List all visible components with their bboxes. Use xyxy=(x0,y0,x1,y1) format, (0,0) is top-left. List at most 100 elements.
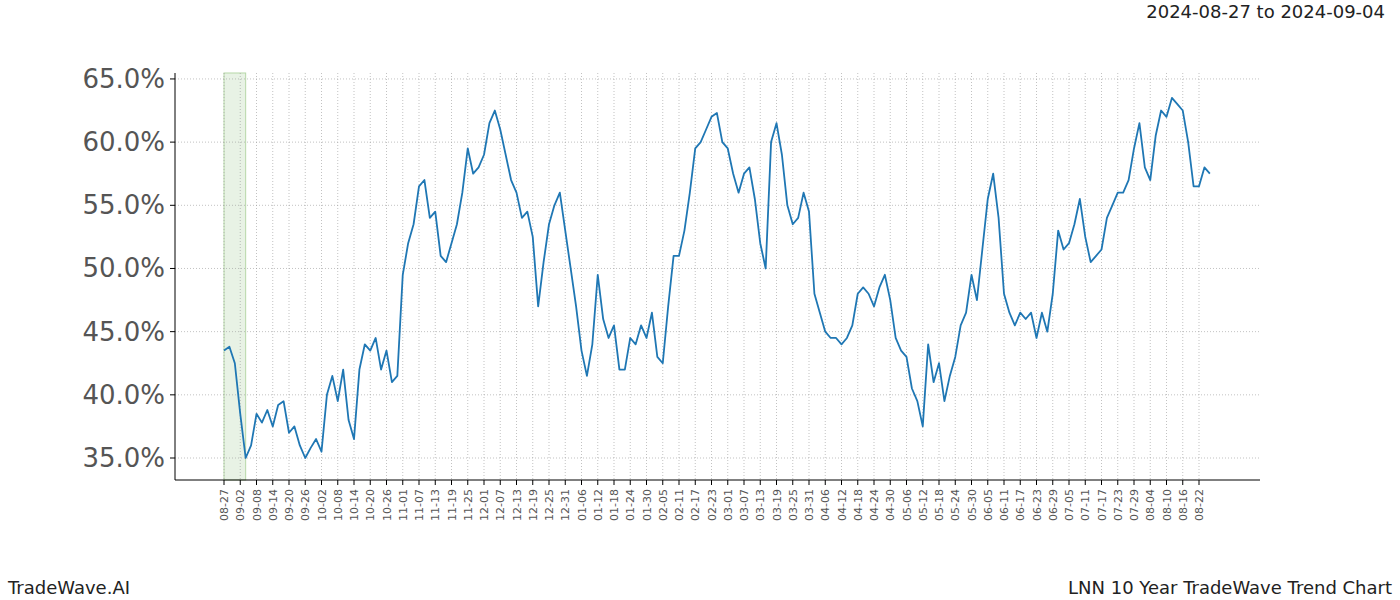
tick-mark xyxy=(337,480,338,485)
grid-line xyxy=(1199,73,1200,480)
tick-mark xyxy=(170,268,175,269)
grid-line xyxy=(874,73,875,480)
grid-line xyxy=(646,73,647,480)
grid-line xyxy=(1166,73,1167,480)
x-tick-label: 06-17 xyxy=(1014,489,1027,521)
grid-line xyxy=(1134,73,1135,480)
tick-mark xyxy=(402,480,403,485)
grid-line xyxy=(289,73,290,480)
tick-mark xyxy=(841,480,842,485)
y-tick-label: 60.0% xyxy=(82,127,165,157)
tick-mark xyxy=(760,480,761,485)
tick-mark xyxy=(240,480,241,485)
tick-mark xyxy=(695,480,696,485)
x-tick-label: 01-18 xyxy=(608,489,621,521)
tick-mark xyxy=(321,480,322,485)
grid-line xyxy=(987,73,988,480)
grid-line xyxy=(532,73,533,480)
y-tick-label: 50.0% xyxy=(82,253,165,283)
y-tick-label: 45.0% xyxy=(82,317,165,347)
x-tick-label: 01-24 xyxy=(624,489,637,521)
tick-mark xyxy=(170,394,175,395)
x-tick-label: 12-19 xyxy=(527,489,540,521)
grid-line xyxy=(419,73,420,480)
x-tick-label: 02-23 xyxy=(706,489,719,521)
tick-mark xyxy=(890,480,891,485)
tick-mark xyxy=(224,480,225,485)
tick-mark xyxy=(549,480,550,485)
x-tick-label: 05-06 xyxy=(901,489,914,521)
x-tick-label: 12-01 xyxy=(478,489,491,521)
tick-mark xyxy=(256,480,257,485)
x-tick-label: 07-05 xyxy=(1063,489,1076,521)
grid-line xyxy=(727,73,728,480)
x-tick-label: 11-07 xyxy=(413,489,426,521)
x-tick-label: 01-06 xyxy=(576,489,589,521)
tick-mark xyxy=(971,480,972,485)
grid-line xyxy=(370,73,371,480)
grid-line xyxy=(760,73,761,480)
x-tick-label: 03-25 xyxy=(787,489,800,521)
x-tick-label: 04-18 xyxy=(852,489,865,521)
x-tick-label: 12-07 xyxy=(494,489,507,521)
x-tick-label: 11-19 xyxy=(446,489,459,521)
x-tick-label: 04-24 xyxy=(868,489,881,521)
x-tick-label: 05-12 xyxy=(917,489,930,521)
y-tick-label: 65.0% xyxy=(82,64,165,94)
x-tick-label: 06-11 xyxy=(998,489,1011,521)
x-tick-label: 10-02 xyxy=(316,489,329,521)
tick-mark xyxy=(614,480,615,485)
grid-line xyxy=(679,73,680,480)
grid-line xyxy=(841,73,842,480)
x-tick-label: 09-14 xyxy=(267,489,280,521)
grid-line xyxy=(711,73,712,480)
grid-line xyxy=(825,73,826,480)
tick-mark xyxy=(630,480,631,485)
x-tick-label: 10-14 xyxy=(348,489,361,521)
grid-line xyxy=(386,73,387,480)
tick-mark xyxy=(1004,480,1005,485)
grid-line xyxy=(776,73,777,480)
tick-mark xyxy=(386,480,387,485)
tick-mark xyxy=(825,480,826,485)
grid-line xyxy=(1052,73,1053,480)
tick-mark xyxy=(662,480,663,485)
grid-line xyxy=(1101,73,1102,480)
x-tick-label: 09-08 xyxy=(251,489,264,521)
x-tick-label: 10-08 xyxy=(332,489,345,521)
grid-line xyxy=(857,73,858,480)
tick-mark xyxy=(1036,480,1037,485)
grid-line xyxy=(1020,73,1021,480)
tick-mark xyxy=(581,480,582,485)
grid-line xyxy=(1150,73,1151,480)
y-tick-label: 35.0% xyxy=(82,443,165,473)
grid-line xyxy=(809,73,810,480)
trend-line xyxy=(224,98,1210,458)
grid-line xyxy=(467,73,468,480)
tick-mark xyxy=(1166,480,1167,485)
tick-mark xyxy=(305,480,306,485)
x-tick-label: 07-17 xyxy=(1096,489,1109,521)
tick-mark xyxy=(792,480,793,485)
x-tick-label: 09-02 xyxy=(234,489,247,521)
x-tick-label: 08-04 xyxy=(1144,489,1157,521)
highlight-span xyxy=(224,73,246,480)
tick-mark xyxy=(1182,480,1183,485)
tick-mark xyxy=(987,480,988,485)
x-tick-label: 08-27 xyxy=(218,489,231,521)
grid-line xyxy=(906,73,907,480)
x-tick-label: 05-18 xyxy=(933,489,946,521)
title: 2024-08-27 to 2024-09-04 xyxy=(1146,1,1385,22)
tick-mark xyxy=(484,480,485,485)
tick-mark xyxy=(451,480,452,485)
x-tick-label: 11-25 xyxy=(462,489,475,521)
x-tick-label: 06-05 xyxy=(982,489,995,521)
x-tick-label: 01-12 xyxy=(592,489,605,521)
x-tick-label: 08-22 xyxy=(1193,489,1206,521)
tick-mark xyxy=(711,480,712,485)
x-tick-label: 12-31 xyxy=(559,489,572,521)
tick-mark xyxy=(1085,480,1086,485)
y-axis xyxy=(175,73,176,480)
tick-mark xyxy=(679,480,680,485)
tick-mark xyxy=(435,480,436,485)
